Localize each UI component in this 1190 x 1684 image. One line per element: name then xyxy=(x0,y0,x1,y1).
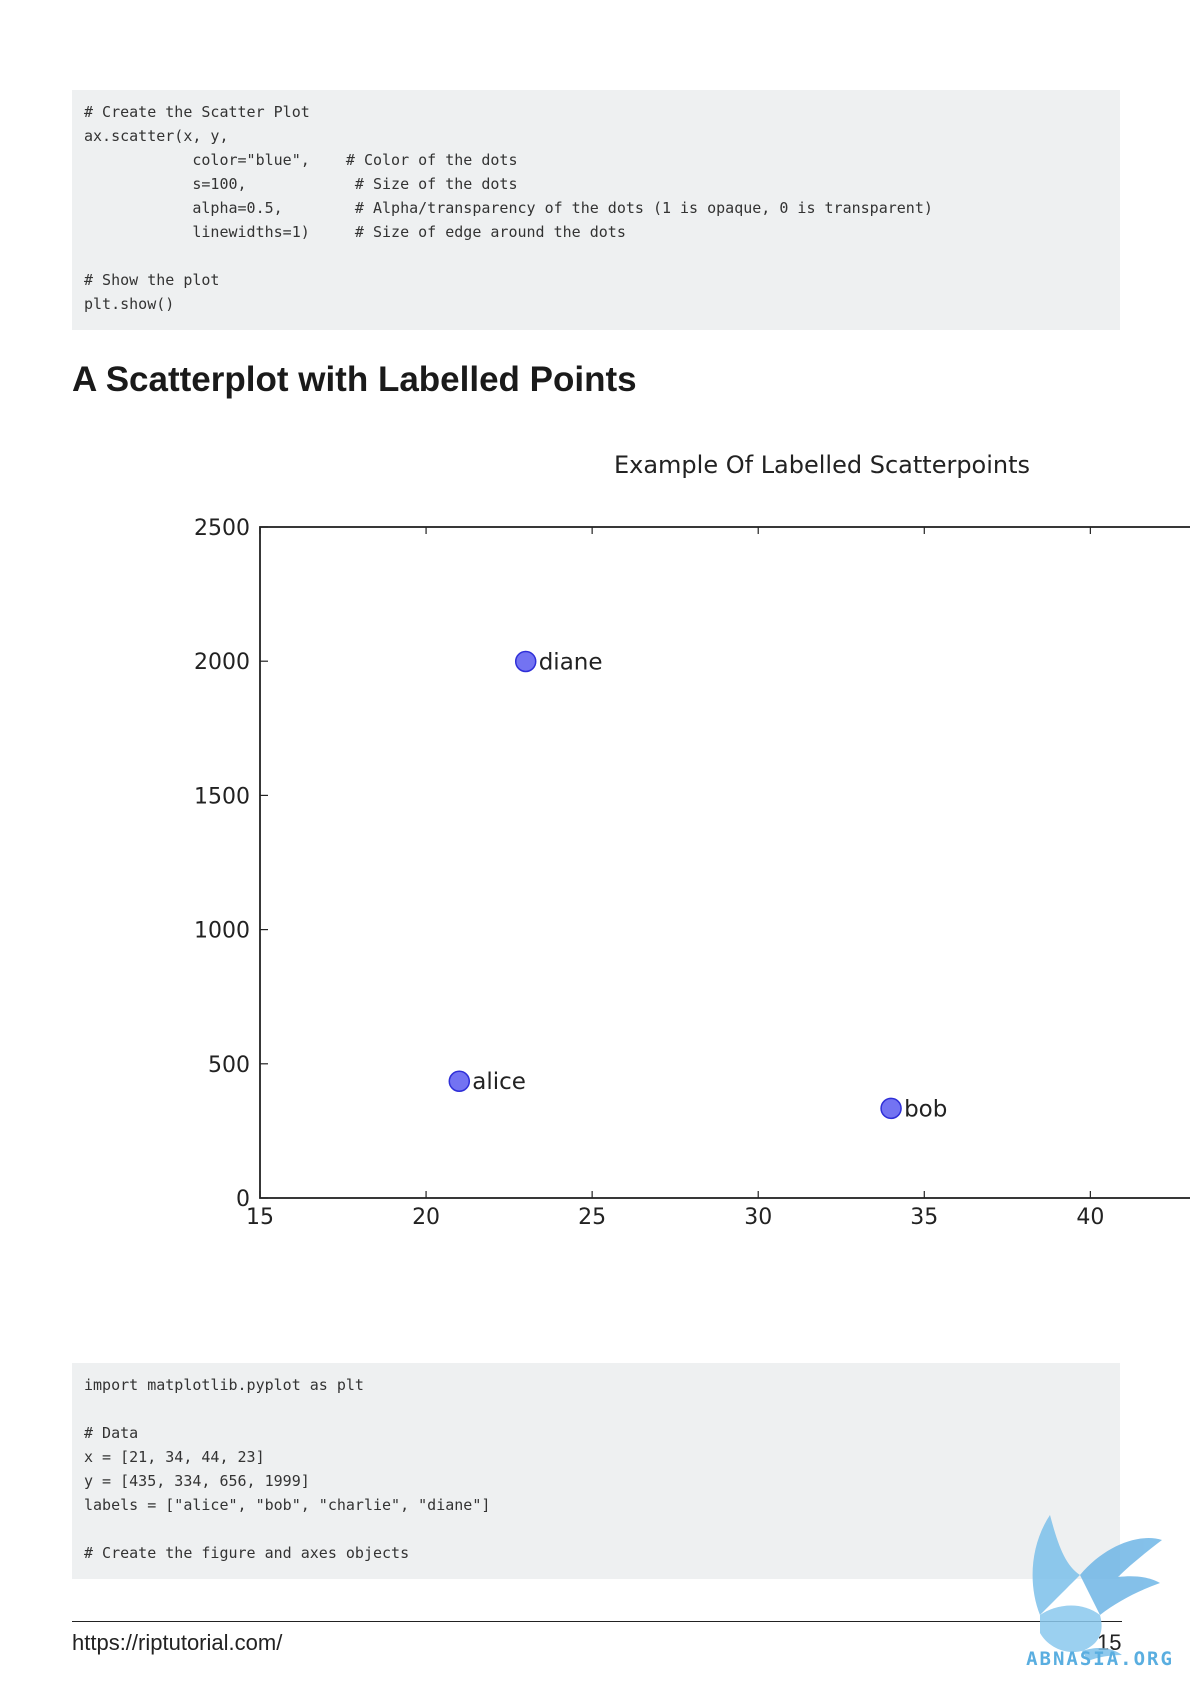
code-line: linewidths=1) # Size of edge around the … xyxy=(84,223,626,241)
x-tick-label: 25 xyxy=(578,1205,606,1230)
code-line: alpha=0.5, # Alpha/transparency of the d… xyxy=(84,199,933,217)
footer-rule xyxy=(72,1621,1122,1622)
code-line: # Data xyxy=(84,1424,139,1442)
point-label: bob xyxy=(904,1096,947,1122)
code-line: color="blue", # Color of the dots xyxy=(84,151,518,169)
scatter-point xyxy=(880,1097,902,1120)
code-line xyxy=(84,244,1108,268)
point-label: diane xyxy=(539,649,603,675)
code-line: plt.show() xyxy=(84,295,175,313)
x-tick-label: 20 xyxy=(412,1205,440,1230)
code-block-data-setup: import matplotlib.pyplot as plt # Data x … xyxy=(72,1363,1120,1579)
y-tick-label: 0 xyxy=(236,1187,250,1212)
y-axis: 0 500 1000 1500 2000 2500 xyxy=(194,516,268,1212)
code-line: labels = ["alice", "bob", "charlie", "di… xyxy=(84,1496,491,1514)
y-tick-label: 500 xyxy=(208,1053,250,1078)
code-line: import matplotlib.pyplot as plt xyxy=(84,1376,364,1394)
point-label: alice xyxy=(472,1069,526,1095)
watermark-text: ABNASIA.ORG xyxy=(1026,1648,1174,1670)
code-line: # Show the plot xyxy=(84,271,220,289)
code-line: # Create the figure and axes objects xyxy=(84,1544,410,1562)
griffin-logo-icon xyxy=(1032,1515,1162,1661)
x-tick-label: 40 xyxy=(1076,1205,1104,1230)
x-tick-label: 35 xyxy=(910,1205,938,1230)
scatter-point xyxy=(514,650,537,673)
y-tick-label: 2000 xyxy=(194,650,250,675)
code-line: x = [21, 34, 44, 23] xyxy=(84,1448,265,1466)
code-line xyxy=(84,1517,1108,1541)
x-tick-label: 30 xyxy=(744,1205,772,1230)
section-heading: A Scatterplot with Labelled Points xyxy=(72,360,637,399)
code-line: ax.scatter(x, y, xyxy=(84,127,229,145)
scatter-chart: Example Of Labelled Scatterpoints 15 20 25… xyxy=(194,451,1190,1230)
code-line xyxy=(84,1397,1108,1421)
y-tick-label: 1000 xyxy=(194,919,250,944)
code-line: # Create the Scatter Plot xyxy=(84,103,310,121)
plot-frame xyxy=(259,526,1190,1199)
watermark: ABNASIA.ORG xyxy=(1026,1515,1174,1670)
footer-url[interactable]: https://riptutorial.com/ xyxy=(72,1630,283,1655)
y-tick-label: 2500 xyxy=(194,516,250,541)
code-block-scatter-call: # Create the Scatter Plot ax.scatter(x, y… xyxy=(72,90,1120,330)
scatter-points: alice bob diane xyxy=(448,649,947,1122)
x-tick-label: 15 xyxy=(246,1205,274,1230)
chart-title: Example Of Labelled Scatterpoints xyxy=(614,451,1030,479)
code-line: s=100, # Size of the dots xyxy=(84,175,518,193)
scatter-point xyxy=(448,1070,471,1092)
x-axis: 15 20 25 30 35 40 xyxy=(246,527,1104,1230)
code-line: y = [435, 334, 656, 1999] xyxy=(84,1472,310,1490)
y-tick-label: 1500 xyxy=(194,784,250,809)
